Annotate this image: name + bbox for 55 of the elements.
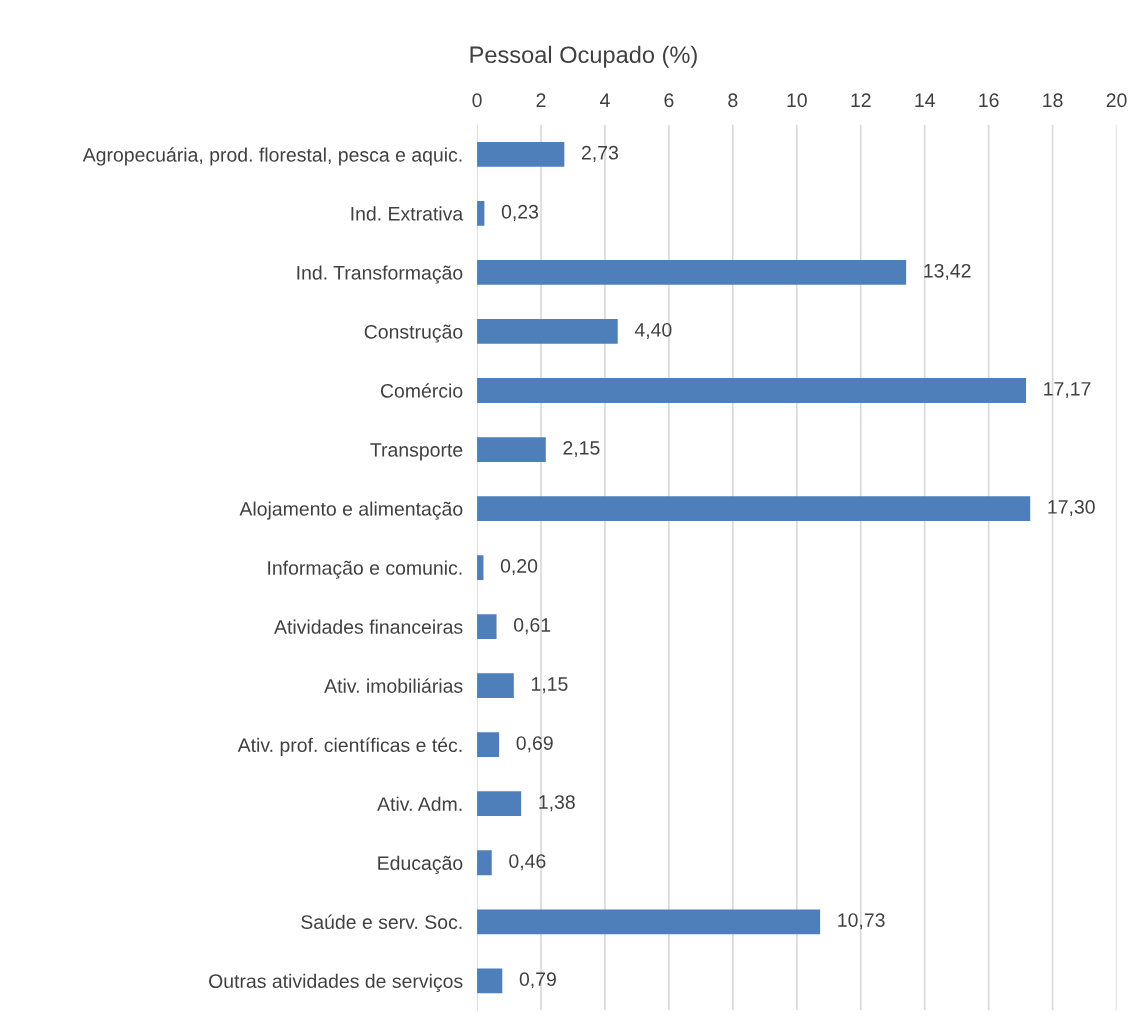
chart-title: Pessoal Ocupado (%) (470, 45, 697, 68)
bar (477, 437, 546, 462)
data-label: 1,15 (531, 677, 568, 694)
bar (477, 909, 821, 935)
x-tick-label: 20 (1106, 93, 1127, 108)
y-tick-label: Comércio (380, 383, 463, 398)
y-tick-label: Saúde e serv. Soc. (301, 914, 462, 930)
bar (477, 319, 618, 344)
data-label: 0,23 (501, 204, 539, 221)
y-tick-label: Construção (364, 324, 463, 343)
y-tick-label: Outras atividades de serviços (209, 973, 463, 992)
y-tick-label: Educação (378, 855, 463, 874)
data-label: 17,30 (1048, 500, 1095, 517)
y-tick-label: Agropecuária, prod. florestal, pesca e aquic. (82, 147, 462, 166)
bar (477, 791, 522, 817)
x-tick-label: 6 (664, 93, 674, 108)
bar (477, 378, 1027, 403)
x-tick-label: 8 (728, 93, 738, 108)
x-tick-label: 16 (979, 93, 999, 108)
data-label: 0,69 (516, 736, 553, 753)
data-label: 0,61 (513, 618, 551, 635)
data-label: 2,15 (563, 440, 600, 458)
x-tick-label: 0 (472, 93, 482, 108)
y-tick-label: Informação e comunic. (268, 560, 462, 579)
y-tick-label: Ativ. prof. científicas e téc. (237, 737, 462, 756)
bar (477, 673, 514, 699)
y-tick-label: Alojamento e alimentação (239, 501, 463, 520)
x-tick-label: 4 (599, 93, 610, 107)
bar (477, 496, 1031, 521)
y-tick-label: Ativ. imobiliárias (324, 678, 463, 693)
bar (477, 850, 492, 876)
y-tick-label: Ind. Transformação (297, 265, 463, 284)
bar (477, 732, 500, 758)
x-tick-label: 2 (536, 93, 546, 107)
x-tick-label: 14 (915, 93, 935, 107)
data-label: 17,17 (1044, 382, 1091, 399)
bar (477, 141, 565, 167)
bar (477, 968, 503, 994)
data-label: 13,42 (924, 263, 971, 280)
data-label: 1,38 (539, 795, 575, 812)
x-tick-label: 10 (787, 93, 807, 108)
y-tick-label: Ind. Extrativa (351, 206, 464, 221)
data-label: 0,46 (509, 854, 546, 871)
y-tick-label: Transporte (370, 443, 463, 461)
data-label: 0,79 (519, 972, 556, 989)
x-tick-label: 12 (851, 93, 871, 107)
data-label: 4,40 (634, 322, 672, 339)
y-tick-label: Ativ. Adm. (377, 796, 462, 811)
bar (477, 260, 907, 285)
data-label: 0,20 (500, 559, 538, 576)
bar (477, 614, 497, 640)
x-tick-label: 18 (1043, 93, 1063, 108)
y-tick-label: Atividades financeiras (274, 619, 463, 634)
data-label: 2,73 (581, 145, 618, 162)
data-label: 10,73 (838, 913, 885, 930)
